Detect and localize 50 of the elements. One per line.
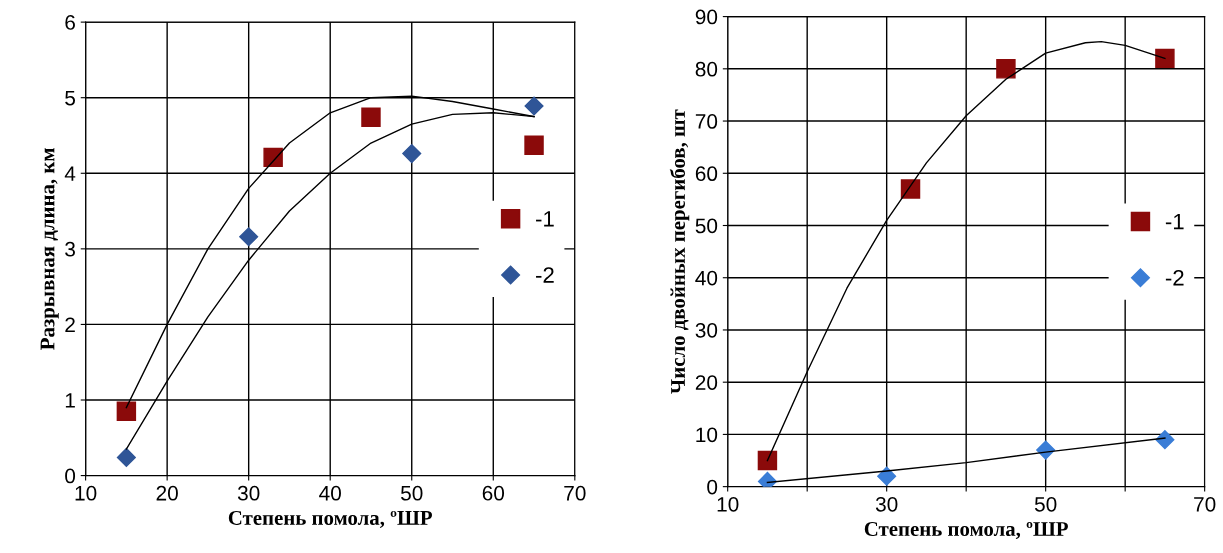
x-tick-label: 70	[1194, 496, 1216, 512]
x-tick-label: 20	[156, 485, 178, 501]
x-tick-label: 70	[564, 485, 586, 501]
y-tick-label: 1	[65, 393, 75, 408]
y-tick-label: 50	[695, 218, 718, 234]
x-tick-label: 30	[875, 496, 898, 512]
point	[900, 179, 921, 199]
legend-label: -1	[1165, 213, 1184, 230]
legend-label: -1	[536, 211, 554, 227]
y-tick-label: 90	[695, 9, 718, 25]
y-tick-label: 0	[707, 479, 718, 495]
point	[1155, 430, 1175, 450]
legend-label: -2	[1165, 269, 1184, 286]
y-tick-label: 0	[65, 468, 76, 484]
y-axis-title: Число двойных перегибов, шт	[669, 109, 690, 394]
x-tick-label: 40	[319, 485, 341, 501]
y-tick-label: 6	[65, 15, 75, 30]
point	[1155, 48, 1175, 69]
legend-label: -2	[536, 267, 554, 283]
y-tick-label: 40	[695, 270, 718, 286]
y-tick-label: 60	[695, 166, 718, 182]
y-tick-label: 4	[64, 166, 76, 181]
point	[402, 144, 422, 164]
point	[239, 227, 259, 247]
x-tick-label: 50	[1034, 496, 1057, 512]
y-tick-label: 30	[695, 322, 718, 338]
point	[524, 96, 544, 116]
y-tick-label: 2	[65, 317, 75, 332]
x-tick-label: 10	[717, 496, 739, 512]
y-tick-label: 20	[695, 375, 718, 390]
point	[361, 107, 381, 128]
x-axis-title: Степень помола, ºШР	[864, 521, 1068, 540]
point	[524, 135, 544, 156]
point	[116, 401, 137, 422]
x-tick-label: 30	[237, 485, 260, 501]
y-tick-label: 5	[65, 90, 76, 106]
x-tick-label: 60	[482, 485, 505, 501]
point	[996, 59, 1016, 79]
y-tick-label: 70	[695, 114, 718, 129]
x-tick-label: 10	[75, 485, 97, 501]
y-tick-label: 3	[65, 241, 75, 257]
point	[263, 147, 283, 168]
x-axis-title: Степень помола, ºШР	[228, 510, 433, 528]
y-axis-title: Разрывная длина, км	[40, 148, 59, 350]
point	[757, 450, 778, 471]
point	[116, 447, 136, 467]
x-tick-label: 50	[400, 485, 423, 501]
y-tick-label: 10	[696, 427, 718, 443]
point	[877, 466, 897, 486]
y-tick-label: 80	[695, 61, 718, 77]
